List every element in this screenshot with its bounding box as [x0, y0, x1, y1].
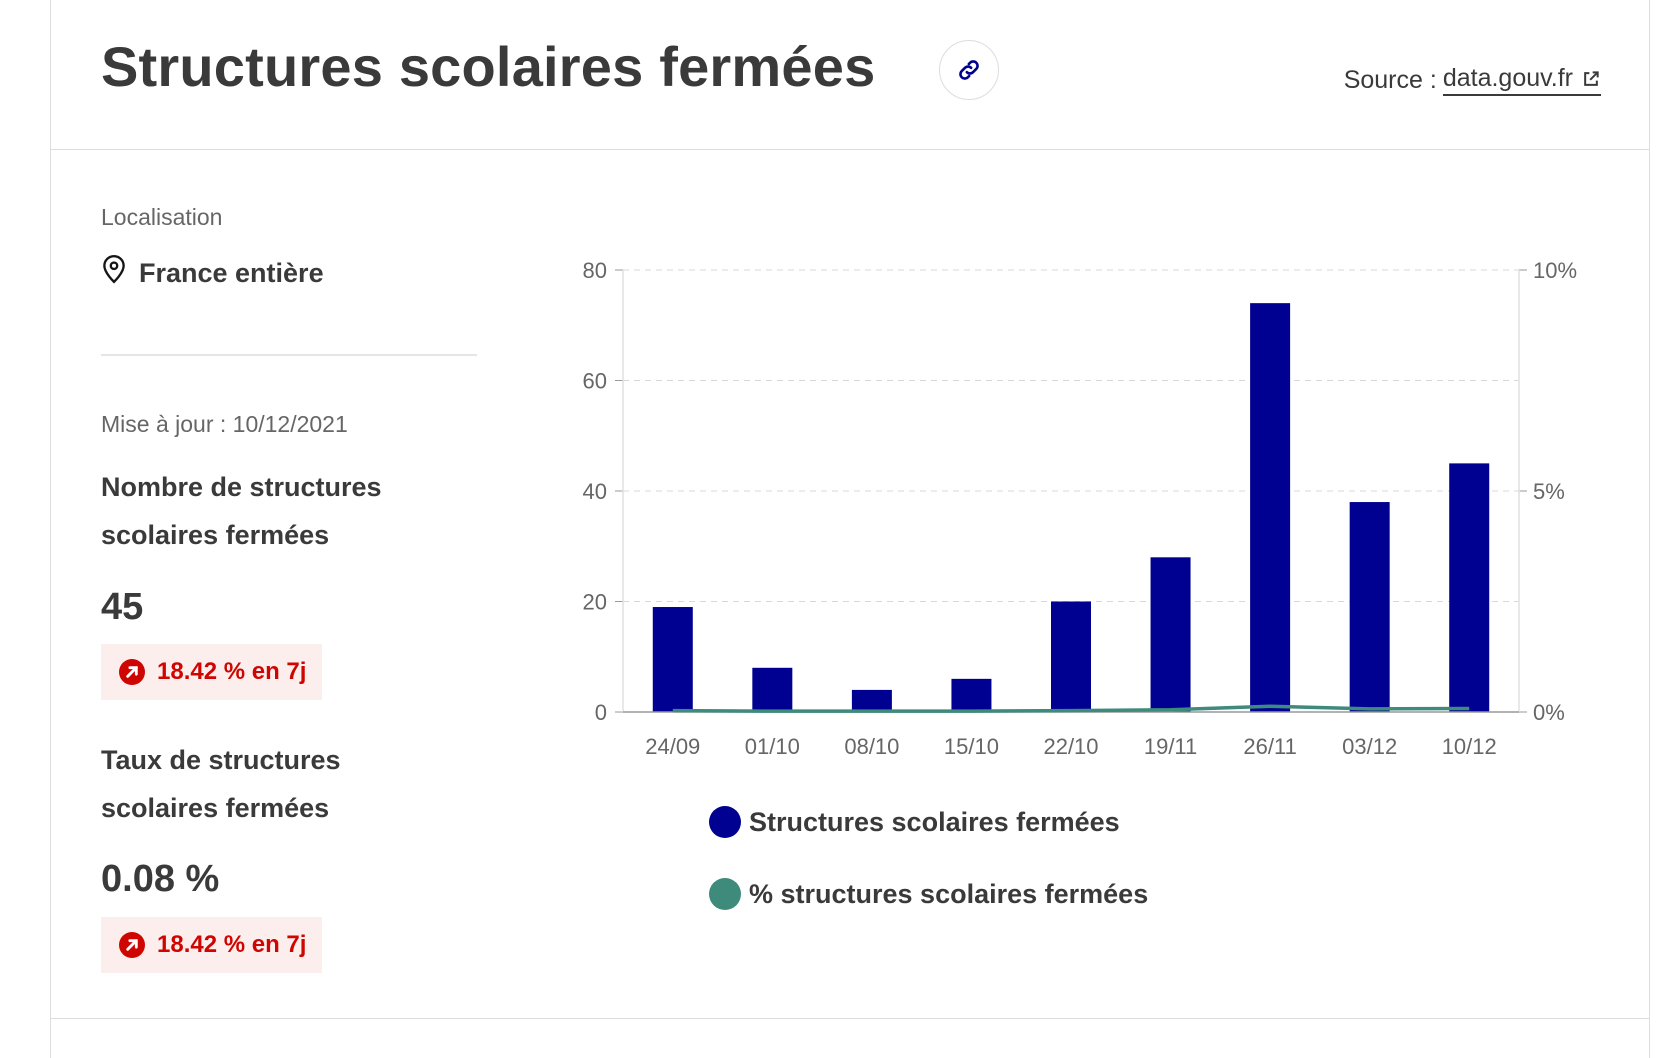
- x-tick-label: 01/10: [745, 734, 800, 759]
- legend-swatch-bars: [709, 806, 741, 838]
- x-tick-label: 19/11: [1144, 734, 1197, 759]
- x-tick-label: 03/12: [1342, 734, 1397, 759]
- chart-bar: [652, 607, 693, 712]
- kpi-rate-change: 18.42 % en 7j: [157, 931, 307, 958]
- chart-bar: [752, 667, 793, 712]
- update-date: Mise à jour : 10/12/2021: [101, 411, 348, 437]
- chart-bar: [1051, 601, 1091, 712]
- page-title: Structures scolaires fermées: [101, 35, 876, 98]
- kpi-count-change: 18.42 % en 7j: [157, 658, 307, 685]
- y-left-tick-label: 60: [583, 369, 607, 394]
- kpi-count-label: Nombre de structures scolaires fermées: [101, 472, 382, 550]
- source-prefix: Source :: [1343, 65, 1437, 94]
- y-right-tick-label: 0%: [1533, 700, 1565, 725]
- legend-item-bars[interactable]: Structures scolaires fermées: [709, 806, 1120, 838]
- card-bottom-border: [51, 1018, 1649, 1019]
- chart-bar: [851, 689, 892, 712]
- divider: [101, 354, 477, 356]
- chart-bar: [1349, 502, 1390, 712]
- y-right-tick-label: 10%: [1533, 258, 1577, 283]
- x-tick-label: 26/11: [1243, 734, 1296, 759]
- link-icon: [959, 60, 979, 80]
- x-tick-label: 22/10: [1043, 734, 1098, 759]
- chart-bar: [1449, 463, 1490, 712]
- location-label: Localisation: [101, 204, 223, 230]
- card-header: Structures scolaires fermées Source : da…: [51, 0, 1649, 150]
- chart-bar: [1150, 557, 1191, 712]
- copy-link-button[interactable]: [939, 40, 999, 100]
- trend-up-icon: [119, 932, 145, 958]
- kpi-count-value: 45: [101, 586, 144, 628]
- y-left-tick-label: 20: [583, 590, 607, 615]
- chart-card: Structures scolaires fermées Source : da…: [50, 0, 1650, 1058]
- x-tick-label: 15/10: [944, 734, 999, 759]
- legend-swatch-line: [709, 878, 741, 910]
- x-tick-label: 24/09: [645, 734, 700, 759]
- legend-label-bars: Structures scolaires fermées: [749, 806, 1120, 837]
- chart-bar: [951, 678, 992, 712]
- x-tick-label: 08/10: [844, 734, 899, 759]
- kpi-rate-label: Taux de structures scolaires fermées: [101, 745, 341, 823]
- source-link[interactable]: data.gouv.fr: [1442, 64, 1601, 96]
- y-left-tick-label: 40: [583, 479, 607, 504]
- legend-label-line: % structures scolaires fermées: [749, 878, 1149, 909]
- source-link-label: data.gouv.fr: [1442, 64, 1573, 92]
- kpi-rate-change-badge: 18.42 % en 7j: [101, 917, 323, 973]
- y-left-tick-label: 80: [583, 258, 607, 283]
- y-right-tick-label: 5%: [1533, 479, 1565, 504]
- kpi-count-change-badge: 18.42 % en 7j: [101, 644, 323, 700]
- kpi-rate-value: 0.08 %: [101, 858, 220, 900]
- x-tick-label: 10/12: [1442, 734, 1497, 759]
- y-left-tick-label: 0: [595, 700, 607, 725]
- bar-line-chart: 0 20 40 60 80 0% 5% 10% 24/09 01/10 08/10 15/10 22/1…: [583, 258, 1578, 759]
- trend-up-icon: [119, 659, 145, 685]
- location-selector[interactable]: France entière: [101, 254, 324, 289]
- chart-bar: [1250, 303, 1291, 712]
- source: Source : data.gouv.fr: [1344, 64, 1601, 96]
- location-value: France entière: [139, 258, 324, 288]
- legend-item-line[interactable]: % structures scolaires fermées: [709, 878, 1148, 910]
- external-link-icon: [1584, 70, 1599, 86]
- map-pin-icon: [103, 254, 125, 283]
- chart-line: [672, 704, 1470, 713]
